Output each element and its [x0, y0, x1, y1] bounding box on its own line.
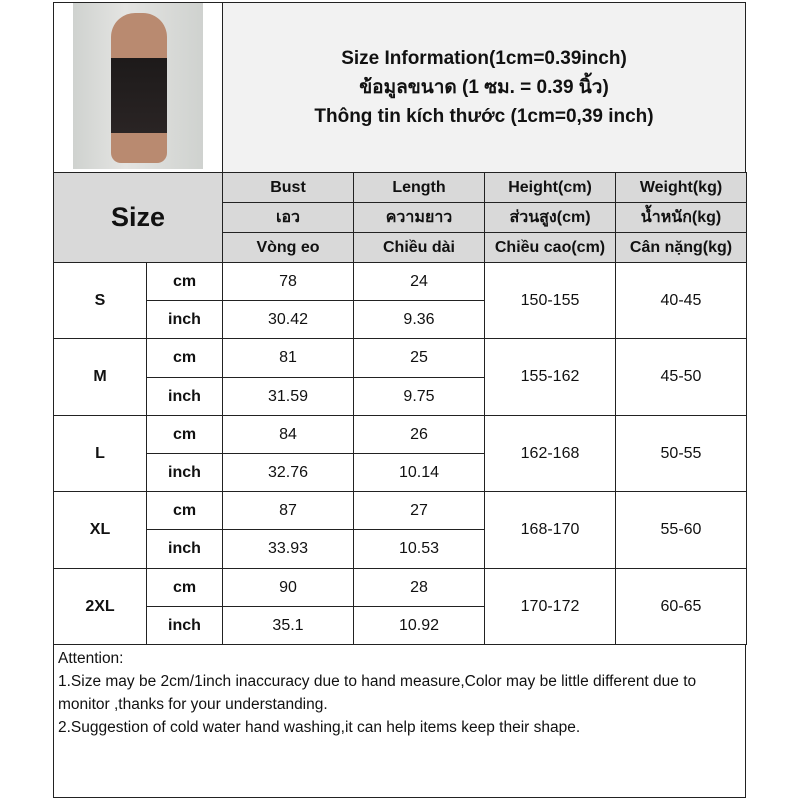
- product-photo: [73, 3, 203, 169]
- size-header: Size: [53, 172, 223, 263]
- bust-inch: 31.59: [222, 377, 354, 416]
- unit-cm: cm: [146, 262, 223, 301]
- size-label: L: [53, 415, 147, 492]
- unit-cm: cm: [146, 568, 223, 607]
- length-cm: 27: [353, 491, 485, 530]
- bust-cm: 78: [222, 262, 354, 301]
- bust-inch: 30.42: [222, 300, 354, 339]
- unit-inch: inch: [146, 529, 223, 569]
- column-header-vi: Chiều cao(cm): [484, 232, 616, 263]
- height-range: 155-162: [484, 338, 616, 416]
- unit-inch: inch: [146, 300, 223, 339]
- column-header-en: Length: [353, 172, 485, 203]
- length-cm: 25: [353, 338, 485, 378]
- bust-cm: 81: [222, 338, 354, 378]
- bust-cm: 84: [222, 415, 354, 454]
- height-range: 170-172: [484, 568, 616, 645]
- column-header-vi: Vòng eo: [222, 232, 354, 263]
- unit-inch: inch: [146, 377, 223, 416]
- size-info-title: Size Information(1cm=0.39inch) ข้อมูลขนา…: [222, 2, 746, 173]
- column-header-en: Bust: [222, 172, 354, 203]
- length-cm: 26: [353, 415, 485, 454]
- size-label: M: [53, 338, 147, 416]
- unit-cm: cm: [146, 415, 223, 454]
- column-header-th: ส่วนสูง(cm): [484, 202, 616, 233]
- title-vi: Thông tin kích thước (1cm=0,39 inch): [314, 106, 654, 127]
- weight-range: 45-50: [615, 338, 747, 416]
- unit-cm: cm: [146, 491, 223, 530]
- attention-heading: Attention:: [58, 650, 124, 667]
- length-inch: 10.92: [353, 606, 485, 645]
- bust-inch: 32.76: [222, 453, 354, 492]
- weight-range: 60-65: [615, 568, 747, 645]
- unit-inch: inch: [146, 453, 223, 492]
- weight-range: 55-60: [615, 491, 747, 569]
- size-label: 2XL: [53, 568, 147, 645]
- weight-range: 40-45: [615, 262, 747, 339]
- attention-note-2: 2.Suggestion of cold water hand washing,…: [58, 719, 581, 736]
- height-range: 150-155: [484, 262, 616, 339]
- column-header-vi: Cân nặng(kg): [615, 232, 747, 263]
- length-inch: 9.75: [353, 377, 485, 416]
- bust-inch: 33.93: [222, 529, 354, 569]
- bust-inch: 35.1: [222, 606, 354, 645]
- unit-cm: cm: [146, 338, 223, 378]
- attention-notes: Attention: 1.Size may be 2cm/1inch inacc…: [53, 644, 746, 798]
- length-cm: 24: [353, 262, 485, 301]
- length-inch: 10.53: [353, 529, 485, 569]
- weight-range: 50-55: [615, 415, 747, 492]
- column-header-th: เอว: [222, 202, 354, 233]
- length-cm: 28: [353, 568, 485, 607]
- size-label: XL: [53, 491, 147, 569]
- length-inch: 10.14: [353, 453, 485, 492]
- column-header-en: Height(cm): [484, 172, 616, 203]
- height-range: 168-170: [484, 491, 616, 569]
- height-range: 162-168: [484, 415, 616, 492]
- column-header-en: Weight(kg): [615, 172, 747, 203]
- title-th: ข้อมูลขนาด (1 ซม. = 0.39 นิ้ว): [359, 77, 609, 98]
- length-inch: 9.36: [353, 300, 485, 339]
- bust-cm: 87: [222, 491, 354, 530]
- bust-cm: 90: [222, 568, 354, 607]
- column-header-vi: Chiều dài: [353, 232, 485, 263]
- unit-inch: inch: [146, 606, 223, 645]
- size-label: S: [53, 262, 147, 339]
- attention-note-1: 1.Size may be 2cm/1inch inaccuracy due t…: [58, 673, 701, 713]
- column-header-th: ความยาว: [353, 202, 485, 233]
- title-en: Size Information(1cm=0.39inch): [341, 48, 627, 69]
- column-header-th: น้ำหนัก(kg): [615, 202, 747, 233]
